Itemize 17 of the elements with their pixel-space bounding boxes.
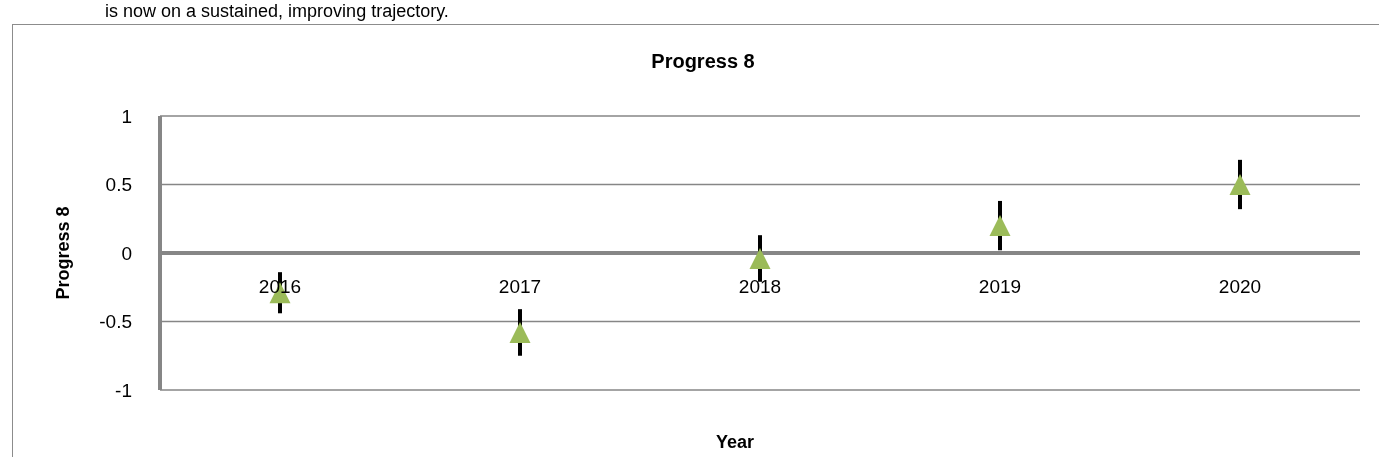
- x-tick-label: 2017: [498, 276, 542, 297]
- x-tick-label: 2020: [1218, 276, 1262, 297]
- point: [749, 247, 771, 269]
- text: is now on a sustained, improving trajectory.: [105, 1, 449, 21]
- x-axis-title: Year: [715, 432, 755, 453]
- y-tick-label: 0: [121, 242, 132, 264]
- y-axis-title: Progress 8: [52, 206, 74, 300]
- y-tick-label: 0.5: [105, 174, 132, 196]
- y-tick-label: -1: [115, 379, 132, 401]
- point: [1229, 174, 1251, 195]
- x-tick-label: 2019: [978, 276, 1022, 297]
- y-tick-label: -0.5: [99, 311, 132, 333]
- point: [509, 321, 531, 343]
- point: [989, 215, 1011, 237]
- x-tick-label: 2018: [738, 276, 782, 297]
- chart-title: Progress 8: [651, 50, 755, 73]
- y-tick-label: 1: [121, 105, 132, 127]
